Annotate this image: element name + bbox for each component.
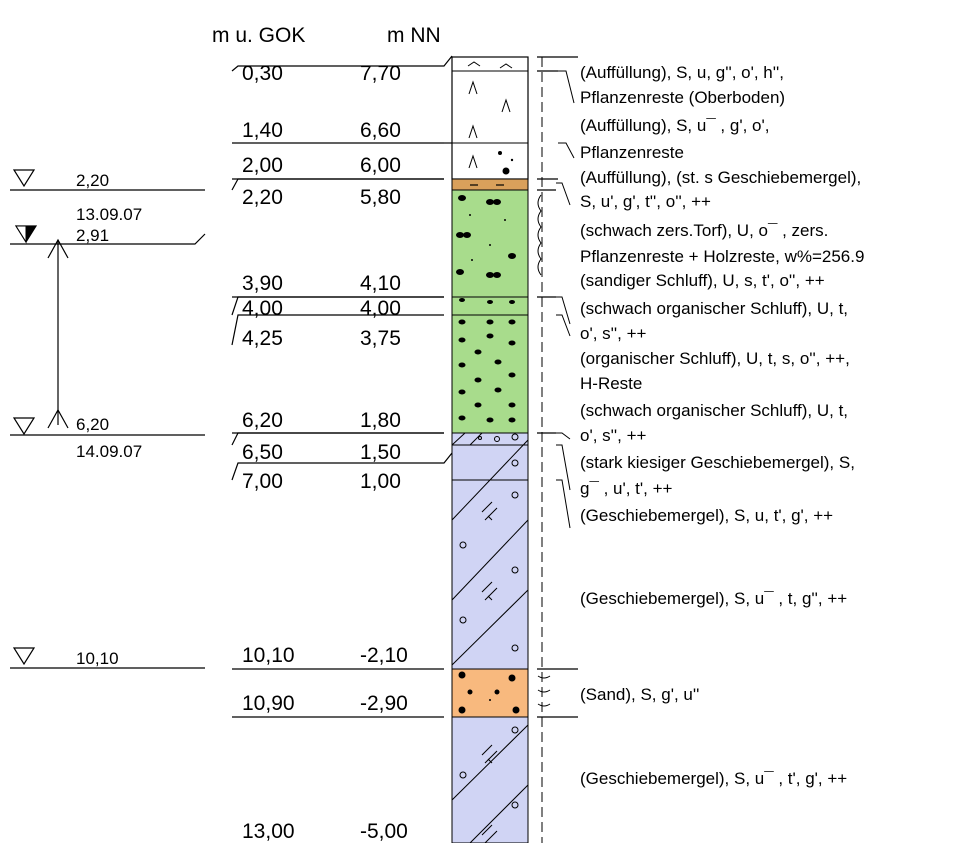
- water-level-date-2: 14.09.07: [76, 442, 142, 461]
- elev-8: 1,50: [360, 441, 401, 464]
- depth-8: 6,50: [242, 441, 283, 464]
- elev-3: 5,80: [360, 186, 401, 209]
- sand-pattern: [458, 671, 520, 714]
- desc-10-line-0: (Geschiebemergel), S, u¯ , t, g'', ++: [580, 589, 847, 608]
- depth-7: 6,20: [242, 409, 283, 432]
- desc-11-line-0: (Sand), S, g', u'': [580, 685, 699, 704]
- profile-column: [537, 56, 578, 843]
- water-level-value-0: 2,20: [76, 171, 109, 190]
- elev-1: 6,60: [360, 119, 401, 142]
- desc-0-line-0: (Auffüllung), S, u, g'', o', h'',: [580, 63, 784, 82]
- desc-6-line-0: (organischer Schluff), U, t, s, o'', ++,: [580, 349, 850, 368]
- elev-12: -5,00: [360, 820, 408, 843]
- elev-6: 3,75: [360, 327, 401, 350]
- desc-0-line-1: Pflanzenreste (Oberboden): [580, 88, 785, 107]
- desc-2-line-0: (Auffüllung), (st. s Geschiebemergel),: [580, 168, 861, 187]
- desc-5-line-0: (schwach organischer Schluff), U, t,: [580, 299, 848, 318]
- elev-9: 1,00: [360, 470, 401, 493]
- organic-pattern: [456, 195, 516, 423]
- desc-5-line-1: o', s'', ++: [580, 324, 647, 343]
- desc-1-line-0: (Auffüllung), S, u¯ , g', o',: [580, 116, 769, 135]
- elev-10: -2,10: [360, 644, 408, 667]
- layer-till-upper: [451, 432, 529, 670]
- depth-6: 4,25: [242, 327, 283, 350]
- desc-8-line-0: (stark kiesiger Geschiebemergel), S,: [580, 453, 855, 472]
- elev-4: 4,10: [360, 272, 401, 295]
- desc-7-line-0: (schwach organischer Schluff), U, t,: [580, 401, 848, 420]
- elevation-header: m NN: [387, 24, 441, 47]
- desc-3-line-0: (schwach zers.Torf), U, o¯ , zers.: [580, 221, 828, 240]
- depth-header: m u. GOK: [212, 24, 305, 47]
- water-level-value-3: 10,10: [76, 649, 119, 668]
- layer-topsoil: [451, 56, 529, 180]
- water-level-icon: [12, 169, 36, 188]
- strata-column: [451, 56, 529, 843]
- layer-descriptions: (Auffüllung), S, u, g'', o', h'', Pflanz…: [580, 63, 864, 788]
- elev-7: 1,80: [360, 409, 401, 432]
- depth-9: 7,00: [242, 470, 283, 493]
- water-levels: 2,20 13.09.07 2,91 6,20 14.09.07 10,10: [10, 169, 206, 669]
- water-level-icon: [12, 417, 36, 436]
- depth-11: 10,90: [242, 692, 295, 715]
- elev-5: 4,00: [360, 297, 401, 320]
- depth-4: 3,90: [242, 272, 283, 295]
- depth-2: 2,00: [242, 154, 283, 177]
- desc-12-line-0: (Geschiebemergel), S, u¯ , t', g', ++: [580, 769, 847, 788]
- depth-3: 2,20: [242, 186, 283, 209]
- water-level-value-1: 2,91: [76, 226, 109, 245]
- desc-4-line-0: (sandiger Schluff), U, s, t', o'', ++: [580, 271, 825, 290]
- elev-11: -2,90: [360, 692, 408, 715]
- desc-6-line-1: H-Reste: [580, 374, 642, 393]
- topsoil-pattern: [467, 61, 513, 169]
- elev-0: 7,70: [360, 62, 401, 85]
- layer-fill-brown: [451, 178, 529, 191]
- water-level-value-2: 6,20: [76, 415, 109, 434]
- depth-0: 0,30: [242, 62, 283, 85]
- layer-peat-silt: [451, 189, 529, 434]
- desc-8-line-1: g¯ , u', t', ++: [580, 479, 673, 498]
- till-pattern: [451, 432, 529, 843]
- depth-12: 13,00: [242, 820, 295, 843]
- desc-2-line-1: S, u', g', t'', o'', ++: [580, 192, 711, 211]
- elev-2: 6,00: [360, 154, 401, 177]
- desc-1-line-1: Pflanzenreste: [580, 143, 684, 162]
- desc-7-line-1: o', s'', ++: [580, 426, 647, 445]
- depth-1: 1,40: [242, 119, 283, 142]
- desc-3-line-1: Pflanzenreste + Holzreste, w%=256.9: [580, 247, 864, 266]
- water-level-date-0: 13.09.07: [76, 205, 142, 224]
- desc-9-line-0: (Geschiebemergel), S, u, t', g', ++: [580, 506, 833, 525]
- depth-dividers: [231, 55, 453, 718]
- water-level-icon: [12, 647, 36, 666]
- depth-values: 0,30 7,70 1,40 6,60 2,00 6,00 2,20 5,80 …: [242, 62, 408, 843]
- depth-5: 4,00: [242, 297, 283, 320]
- depth-10: 10,10: [242, 644, 295, 667]
